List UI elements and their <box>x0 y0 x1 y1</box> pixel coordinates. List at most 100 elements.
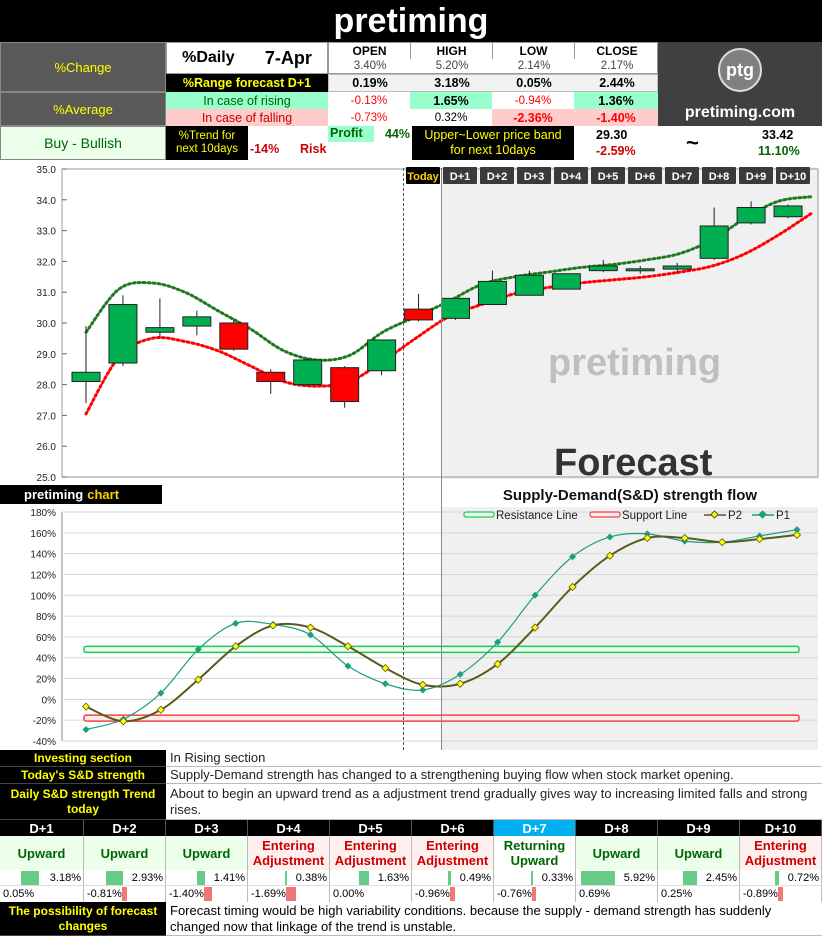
possibility-label: The possibility of forecast changes <box>0 902 166 936</box>
day-up-cell: 0.49% <box>412 870 494 886</box>
candle-body <box>625 268 655 272</box>
investing-label: Investing section <box>0 750 166 767</box>
summary-panel: %Change %Average Buy - Bullish %Daily 7-… <box>0 42 822 160</box>
candle-body <box>477 280 507 306</box>
falling-close: -1.40% <box>574 109 658 126</box>
series-p2-point <box>81 702 91 711</box>
sd-y-tick-label: 160% <box>30 529 56 540</box>
y-tick-label: 35.0 <box>37 165 57 176</box>
daily-trend-label: Daily S&D strength Trend today <box>0 784 166 820</box>
candle-body <box>736 207 766 224</box>
series-p2-point <box>718 538 727 547</box>
day-up-value: 0.33% <box>541 871 573 884</box>
candle-body <box>71 371 101 383</box>
logo-icon: ptg <box>718 48 762 92</box>
candle <box>293 358 323 387</box>
period-date-box: %Daily 7-Apr <box>166 42 328 74</box>
candle-body <box>108 304 138 364</box>
change-high: 5.20% <box>435 60 469 72</box>
chart-label-accent: chart <box>87 487 119 502</box>
date-label: 7-Apr <box>264 47 312 68</box>
series-p2-point <box>792 530 802 540</box>
band-values: 29.30 -2.59% ~ 33.42 11.10% <box>574 126 822 160</box>
series-p2-point <box>680 533 689 543</box>
series-p2-point <box>119 717 128 726</box>
series-p1-point <box>157 689 165 697</box>
falling-label: In case of falling <box>166 109 328 126</box>
trend-label: %Trend for next 10days <box>166 126 248 160</box>
sd-y-tick-label: 100% <box>30 591 56 602</box>
series-p2-point <box>381 664 390 673</box>
day-up-value: 1.63% <box>377 871 409 884</box>
day-down-bar <box>286 887 296 901</box>
day-trend: Entering Adjustment <box>248 836 330 870</box>
chart-label: pretiming chart <box>24 487 120 502</box>
band-high-price: 33.42 <box>762 128 794 142</box>
day-header-d10: D+10 <box>740 820 822 836</box>
day-up-cell: 0.72% <box>740 870 822 886</box>
series-p1-point <box>232 619 240 627</box>
sd-y-tick-label: 180% <box>30 508 56 519</box>
sd-chart-title: Supply-Demand(S&D) strength flow <box>503 487 757 504</box>
day-down-value: 0.69% <box>579 888 611 900</box>
possibility-row: The possibility of forecast changes Fore… <box>0 902 822 936</box>
chart-label-box <box>0 485 162 504</box>
y-tick-label: 32.0 <box>37 257 57 268</box>
header-open: OPEN <box>329 43 411 59</box>
y-tick-label: 31.0 <box>37 288 57 299</box>
y-tick-label: 34.0 <box>37 196 57 207</box>
series-p1-point <box>606 533 614 541</box>
day-up-value: 2.45% <box>705 871 737 884</box>
day-down-value: -1.40% <box>169 888 204 900</box>
risk-label: Risk <box>300 142 327 156</box>
candle-body <box>256 371 286 383</box>
series-p2-point <box>755 534 764 544</box>
y-tick-label: 28.0 <box>37 381 57 392</box>
legend-label-resistance: Resistance Line <box>496 510 578 522</box>
day-up-value: 5.92% <box>623 871 655 884</box>
analysis-sections: Investing section In Rising section Toda… <box>0 750 822 820</box>
day-tag-label: D+2 <box>487 171 508 183</box>
day-tag-d8 <box>702 167 736 184</box>
day-down-value: 0.05% <box>3 888 35 900</box>
rising-row: -0.13% 1.65% -0.94% 1.36% <box>328 92 658 109</box>
series-p1-point <box>381 680 389 688</box>
site-name: pretiming.com <box>684 104 796 121</box>
logo-text: ptg <box>726 59 754 80</box>
falling-row: -0.73% 0.32% -2.36% -1.40% <box>328 109 658 126</box>
candle <box>256 369 286 394</box>
today-sd-label: Today's S&D strength <box>0 767 166 784</box>
day-up-bar <box>775 871 779 885</box>
day-header-d2: D+2 <box>84 820 166 836</box>
y-tick-label: 27.0 <box>37 411 57 422</box>
series-p2-point <box>269 621 278 630</box>
candle <box>441 297 470 320</box>
day-header-d4: D+4 <box>248 820 330 836</box>
day-up-cell: 2.45% <box>658 870 740 886</box>
day-up-value: 0.49% <box>459 871 491 884</box>
day-up-value: 0.38% <box>295 871 327 884</box>
sd-y-tick-label: 120% <box>30 570 56 581</box>
candle-body <box>145 327 175 333</box>
day-header-d5: D+5 <box>330 820 412 836</box>
pct-change-label: %Change <box>0 42 166 92</box>
day-trend: Upward <box>0 836 84 870</box>
today-sd-text: Supply-Demand strength has changed to a … <box>166 767 822 784</box>
forecast-label: Forecast <box>554 442 713 484</box>
candle <box>71 326 101 404</box>
day-tag-d6 <box>628 167 662 184</box>
day-tag-label: D+5 <box>598 171 619 183</box>
logo-box: ptg pretiming.com <box>658 42 822 126</box>
period-label: %Daily <box>182 49 235 66</box>
change-close: 2.17% <box>600 60 634 72</box>
header-low: LOW <box>493 43 575 59</box>
candle <box>219 319 249 351</box>
candle <box>625 266 655 274</box>
day-up-bar <box>21 871 39 885</box>
candle-body <box>330 367 360 403</box>
day-trend: Upward <box>658 836 740 870</box>
rising-close: 1.36% <box>574 92 658 109</box>
day-up-value: 1.41% <box>213 871 245 884</box>
day-tag-label: D+8 <box>709 171 730 183</box>
candle <box>477 270 507 306</box>
